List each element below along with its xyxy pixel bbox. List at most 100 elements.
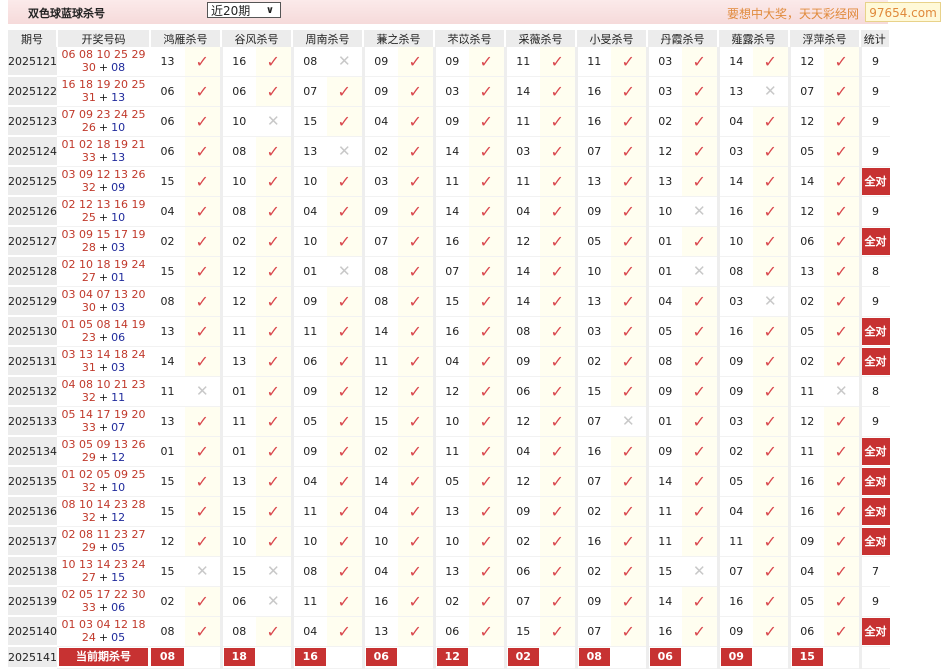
check-icon: ✓ [469,466,507,497]
empty-cell [398,646,436,669]
check-icon: ✓ [398,436,436,467]
stat-count: 9 [872,144,879,158]
kill-number: 12 [505,406,540,437]
column-header: 芣苡杀号 [434,30,506,47]
check-icon: ✓ [266,171,280,191]
table-row: 2025134 03 05 09 13 26 29 +12 01 ✓ 01 ✓ 09 ✓ 02 ✓ 11… [8,436,890,467]
current-kill-number: 12 [436,648,468,666]
current-kill-cell: 06 [647,646,682,669]
site-badge[interactable]: 97654.com [865,2,941,22]
kill-number: 09 [576,586,611,617]
check-icon: ✓ [398,346,436,377]
kill-number: 09 [718,346,753,377]
kill-number: 07 [576,616,611,647]
cross-icon: ✕ [327,256,365,287]
draw-numbers: 02 10 18 19 24 27 +01 [57,256,150,287]
slogan-link[interactable]: 要想中大奖，天天彩经网 [727,7,860,21]
kill-number: 09 [576,196,611,227]
check-icon: ✓ [540,406,578,437]
check-icon: ✓ [550,381,564,401]
period-cell: 2025130 [8,316,57,347]
check-icon: ✓ [398,76,436,107]
period-cell: 2025131 [8,346,57,377]
current-kill-number: 06 [365,648,397,666]
current-kill-cell: 18 [221,646,256,669]
kill-number: 04 [363,496,398,527]
stat-cell: 9 [860,76,890,107]
all-correct-badge: 全对 [861,617,890,645]
check-icon: ✓ [682,376,720,407]
kill-number: 04 [292,616,327,647]
check-icon: ✓ [398,406,436,437]
check-icon: ✓ [682,76,720,107]
check-icon: ✓ [398,166,436,197]
check-icon: ✓ [824,136,862,167]
check-icon: ✓ [824,616,862,647]
red-ball-last: 30 [81,61,96,75]
check-icon: ✓ [185,436,223,467]
check-icon: ✓ [469,286,507,317]
red-balls: 03 09 12 13 26 [61,168,146,181]
kill-number: 16 [789,466,824,497]
kill-number: 06 [150,136,185,167]
empty-cell [824,646,862,669]
check-icon: ✓ [611,226,649,257]
check-icon: ✓ [185,136,223,167]
check-icon: ✓ [550,261,564,281]
blue-ball: 10 [111,121,126,134]
check-icon: ✓ [327,76,365,107]
blue-ball: 03 [111,241,126,254]
check-icon: ✓ [195,621,209,641]
kill-number: 07 [505,586,540,617]
blue-ball: 12 [111,451,126,464]
empty-cell [753,646,791,669]
table-row: 2025132 04 08 10 21 23 32 +11 11 ✕ 01 ✓ 09 ✓ 12 ✓ 12… [8,376,890,407]
check-icon: ✓ [256,496,294,527]
kill-number: 16 [718,586,753,617]
kill-number: 12 [789,106,824,137]
check-icon: ✓ [540,466,578,497]
current-label-cell: 当前期杀号 [57,646,150,669]
check-icon: ✓ [469,436,507,467]
kill-number: 11 [647,496,682,527]
check-icon: ✓ [337,291,351,311]
check-icon: ✓ [195,441,209,461]
kill-number: 15 [505,616,540,647]
kill-number: 12 [789,406,824,437]
table-row: 2025128 02 10 18 19 24 27 +01 15 ✓ 12 ✓ 01 ✕ 08 ✓ 07… [8,256,890,287]
table-row: 2025140 01 03 04 12 18 24 +05 08 ✓ 08 ✓ 04 ✓ 13 ✓ 06… [8,616,890,647]
stat-count: 7 [872,564,879,578]
check-icon: ✓ [682,106,720,137]
red-balls: 01 02 05 09 25 [61,468,146,481]
period-select[interactable]: 近20期 ∨ [207,2,281,18]
check-icon: ✓ [195,51,209,71]
red-balls: 08 10 14 23 28 [61,498,146,511]
blue-ball: 03 [111,361,126,374]
red-balls: 06 08 10 25 29 [61,48,146,62]
check-icon: ✓ [479,261,493,281]
kill-number: 02 [576,496,611,527]
current-kill-number: 18 [223,648,255,666]
kill-number: 16 [718,196,753,227]
kill-number: 12 [789,196,824,227]
check-icon: ✓ [550,351,564,371]
check-icon: ✓ [327,286,365,317]
check-icon: ✓ [337,501,351,521]
check-icon: ✓ [682,616,720,647]
check-icon: ✓ [408,591,422,611]
check-icon: ✓ [469,496,507,527]
check-icon: ✓ [834,561,848,581]
table-row: 2025125 03 09 12 13 26 32 +09 15 ✓ 10 ✓ 10 ✓ 03 ✓ 11… [8,166,890,197]
check-icon: ✓ [327,196,365,227]
column-header: 鸿雁杀号 [150,30,222,47]
red-ball-last: 24 [81,631,96,644]
plus-sign: + [98,121,109,134]
check-icon: ✓ [621,141,635,161]
all-correct-badge: 全对 [861,317,890,345]
kill-number: 08 [150,616,185,647]
check-icon: ✓ [337,201,351,221]
all-correct-badge: 全对 [861,527,890,555]
check-icon: ✓ [692,231,706,251]
check-icon: ✓ [763,321,777,341]
check-icon: ✓ [256,436,294,467]
